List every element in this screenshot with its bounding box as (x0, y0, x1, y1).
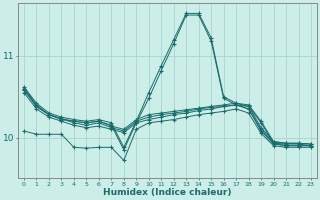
X-axis label: Humidex (Indice chaleur): Humidex (Indice chaleur) (103, 188, 232, 197)
